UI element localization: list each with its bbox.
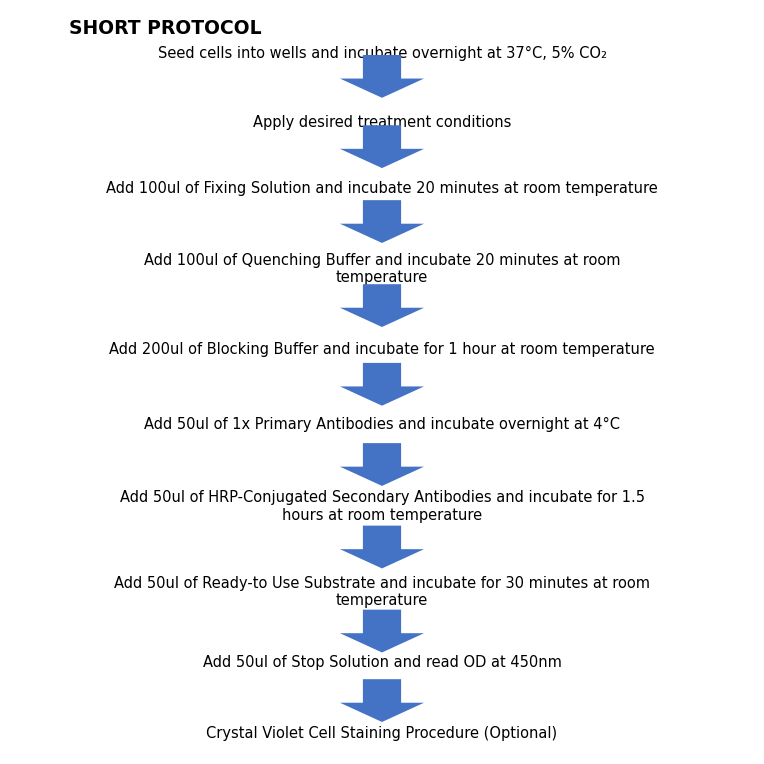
Polygon shape [340, 679, 424, 722]
Text: Add 50ul of HRP-Conjugated Secondary Antibodies and incubate for 1.5
hours at ro: Add 50ul of HRP-Conjugated Secondary Ant… [119, 490, 645, 523]
Polygon shape [340, 610, 424, 652]
Text: Seed cells into wells and incubate overnight at 37°C, 5% CO₂: Seed cells into wells and incubate overn… [157, 46, 607, 61]
Text: Crystal Violet Cell Staining Procedure (Optional): Crystal Violet Cell Staining Procedure (… [206, 726, 558, 741]
Text: Add 50ul of Ready-to Use Substrate and incubate for 30 minutes at room
temperatu: Add 50ul of Ready-to Use Substrate and i… [114, 576, 650, 608]
Text: Add 100ul of Quenching Buffer and incubate 20 minutes at room
temperature: Add 100ul of Quenching Buffer and incuba… [144, 253, 620, 285]
Text: Add 50ul of 1x Primary Antibodies and incubate overnight at 4°C: Add 50ul of 1x Primary Antibodies and in… [144, 417, 620, 432]
Polygon shape [340, 526, 424, 568]
Polygon shape [340, 55, 424, 98]
Polygon shape [340, 200, 424, 243]
Text: SHORT PROTOCOL: SHORT PROTOCOL [69, 19, 261, 38]
Polygon shape [340, 443, 424, 486]
Polygon shape [340, 363, 424, 406]
Polygon shape [340, 125, 424, 168]
Text: Add 50ul of Stop Solution and read OD at 450nm: Add 50ul of Stop Solution and read OD at… [202, 655, 562, 670]
Text: Add 200ul of Blocking Buffer and incubate for 1 hour at room temperature: Add 200ul of Blocking Buffer and incubat… [109, 342, 655, 357]
Text: Add 100ul of Fixing Solution and incubate 20 minutes at room temperature: Add 100ul of Fixing Solution and incubat… [106, 181, 658, 196]
Text: Apply desired treatment conditions: Apply desired treatment conditions [253, 115, 511, 130]
Polygon shape [340, 284, 424, 327]
